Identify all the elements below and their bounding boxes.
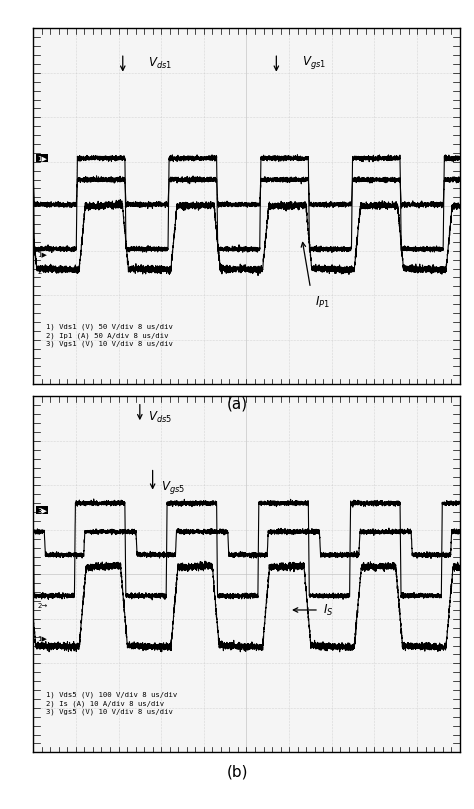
Text: 1) Vds5 (V) 100 V/div 8 us/div
2) Is (A) 10 A/div 8 us/div
3) Vgs5 (V) 10 V/div : 1) Vds5 (V) 100 V/div 8 us/div 2) Is (A)…: [46, 692, 177, 715]
Text: 1▶: 1▶: [37, 252, 47, 257]
Text: 3▶: 3▶: [37, 507, 47, 514]
Text: $V_{gs1}$: $V_{gs1}$: [302, 54, 326, 71]
Text: 1▶: 1▶: [37, 155, 47, 161]
Text: 1) Vds1 (V) 50 V/div 8 us/div
2) Ip1 (A) 50 A/div 8 us/div
3) Vgs1 (V) 10 V/div : 1) Vds1 (V) 50 V/div 8 us/div 2) Ip1 (A)…: [46, 324, 173, 347]
Text: $V_{gs5}$: $V_{gs5}$: [161, 479, 185, 496]
Text: $V_{ds5}$: $V_{ds5}$: [148, 410, 173, 425]
Text: $I_{P1}$: $I_{P1}$: [315, 295, 329, 311]
Text: 2→: 2→: [37, 269, 48, 275]
Text: 1▶: 1▶: [37, 635, 47, 642]
Text: (a): (a): [227, 396, 247, 412]
Text: (b): (b): [226, 765, 248, 780]
Text: $V_{ds1}$: $V_{ds1}$: [148, 56, 173, 71]
Text: $I_{S}$: $I_{S}$: [323, 603, 334, 617]
Text: 2→: 2→: [37, 604, 48, 609]
